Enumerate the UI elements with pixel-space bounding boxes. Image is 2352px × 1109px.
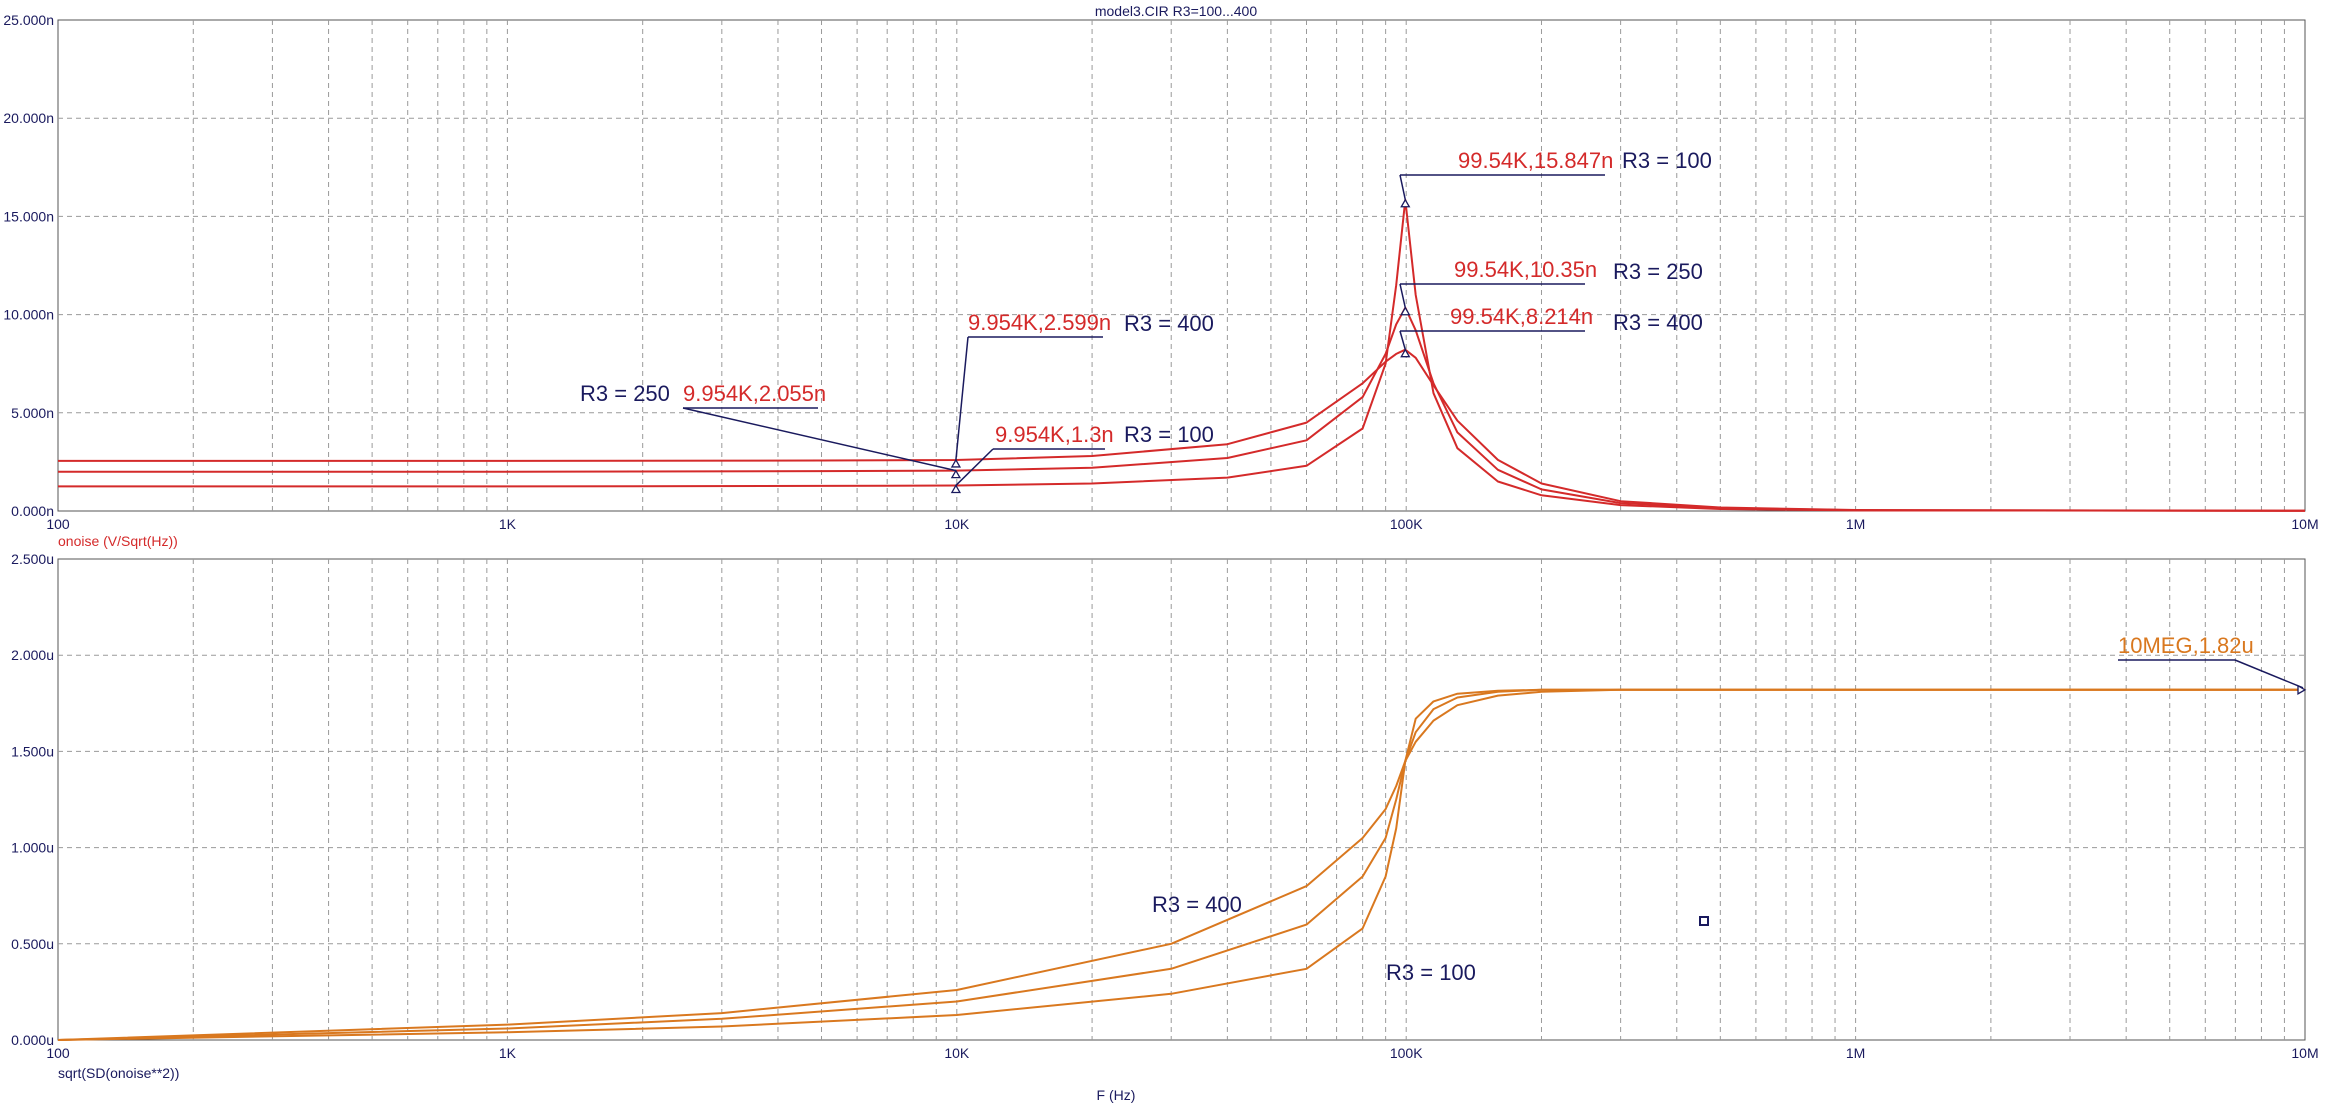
annotation-marker xyxy=(950,458,962,468)
plot-title: model3.CIR R3=100...400 xyxy=(1095,3,1257,19)
plot-frame-bottom xyxy=(57,558,2306,1041)
annotation-value-text: 99.54K,8.214n xyxy=(1450,304,1593,329)
y-tick-label: 2.500u xyxy=(11,551,54,567)
x-tick-label: 100K xyxy=(1390,516,1423,532)
annotation-series-label: R3 = 400 xyxy=(1613,310,1703,335)
y-tick-label: 1.500u xyxy=(11,743,54,759)
annotation-callout[interactable]: 10MEG,1.82u xyxy=(2118,633,2307,695)
grid-bottom xyxy=(58,559,2305,1040)
annotation-callout[interactable]: 9.954K,1.3n R3 = 100 xyxy=(950,422,1214,494)
y-tick-label: 25.000n xyxy=(3,12,54,28)
x-tick-label: 1M xyxy=(1846,1045,1865,1061)
x-tick-label: 10M xyxy=(2291,516,2318,532)
y-tick-label: 0.500u xyxy=(11,936,54,952)
annotation-series-label: R3 = 100 xyxy=(1124,422,1214,447)
curve-label: R3 = 400 xyxy=(1152,892,1242,917)
x-tick-label: 100K xyxy=(1390,1045,1423,1061)
y-tick-label: 0.000u xyxy=(11,1032,54,1048)
x-ticks-top: 100 1K 10K 100K 1M 10M xyxy=(46,516,2318,532)
x-tick-label: 1K xyxy=(499,1045,517,1061)
annotation-value-text: 10MEG,1.82u xyxy=(2118,633,2254,658)
x-tick-label: 100 xyxy=(46,516,70,532)
x-ticks-bottom: 100 1K 10K 100K 1M 10M xyxy=(46,1045,2318,1061)
annotation-callout[interactable]: 9.954K,2.055n R3 = 250 xyxy=(580,381,962,479)
x-tick-label: 10M xyxy=(2291,1045,2318,1061)
cursor-marker[interactable] xyxy=(1699,916,1709,926)
annotation-series-label: R3 = 400 xyxy=(1124,311,1214,336)
annotation-callout[interactable]: 99.54K,8.214n R3 = 400 xyxy=(1399,304,1703,358)
annotation-callout[interactable]: 99.54K,10.35n R3 = 250 xyxy=(1399,257,1703,316)
curve-label: R3 = 100 xyxy=(1386,960,1476,985)
annotation-series-label: R3 = 100 xyxy=(1622,148,1712,173)
plot-frame-top xyxy=(57,19,2306,512)
y-tick-label: 1.000u xyxy=(11,840,54,856)
annotation-marker xyxy=(1400,306,1411,316)
annotation-value-text: 99.54K,15.847n xyxy=(1458,148,1613,173)
annotation-callout[interactable]: 9.954K,2.599n R3 = 400 xyxy=(950,310,1214,468)
x-tick-label: 10K xyxy=(944,516,970,532)
series-group-bottom xyxy=(57,688,2305,1041)
y-axis-label-bottom: sqrt(SD(onoise**2)) xyxy=(58,1065,179,1081)
y-axis-label-top: onoise (V/Sqrt(Hz)) xyxy=(58,533,178,549)
annotation-marker xyxy=(1400,348,1411,358)
x-tick-label: 1M xyxy=(1846,516,1865,532)
y-tick-label: 20.000n xyxy=(3,110,54,126)
annotation-series-label: R3 = 250 xyxy=(580,381,670,406)
annotations-bottom: 10MEG,1.82u R3 = 400 R3 = 100 xyxy=(1152,633,2307,985)
x-tick-label: 100 xyxy=(46,1045,70,1061)
annotation-marker xyxy=(950,484,962,494)
series-line xyxy=(57,688,2305,1041)
series-line xyxy=(58,198,2306,512)
annotation-value-text: 9.954K,2.599n xyxy=(968,310,1111,335)
annotation-marker xyxy=(1400,198,1411,208)
series-line xyxy=(58,348,2306,512)
annotation-value-text: 9.954K,2.055n xyxy=(683,381,826,406)
annotations-top: 99.54K,15.847n R3 = 100 99.54K,10.35n R3 = … xyxy=(580,148,1712,494)
y-ticks-bottom: 0.000u 0.500u 1.000u 1.500u 2.000u 2.500u xyxy=(11,551,54,1048)
annotation-marker xyxy=(2297,684,2307,695)
y-tick-label: 2.000u xyxy=(11,647,54,663)
series-group-top xyxy=(58,198,2306,512)
annotation-marker xyxy=(950,469,962,479)
x-tick-label: 10K xyxy=(944,1045,970,1061)
y-tick-label: 0.000n xyxy=(11,503,54,519)
y-ticks-top: 0.000n 5.000n 10.000n 15.000n 20.000n 25.000n xyxy=(3,12,54,519)
y-tick-label: 5.000n xyxy=(11,405,54,421)
x-axis-label: F (Hz) xyxy=(1097,1087,1136,1103)
annotation-value-text: 99.54K,10.35n xyxy=(1454,257,1597,282)
grid-top xyxy=(58,20,2305,511)
annotation-series-label: R3 = 250 xyxy=(1613,259,1703,284)
x-tick-label: 1K xyxy=(499,516,517,532)
series-line xyxy=(58,306,2306,512)
y-tick-label: 15.000n xyxy=(3,208,54,224)
series-line xyxy=(57,688,2305,1041)
annotation-value-text: 9.954K,1.3n xyxy=(995,422,1114,447)
annotation-callout[interactable]: 99.54K,15.847n R3 = 100 xyxy=(1399,148,1712,208)
y-tick-label: 10.000n xyxy=(3,307,54,323)
series-line xyxy=(57,688,2305,1041)
